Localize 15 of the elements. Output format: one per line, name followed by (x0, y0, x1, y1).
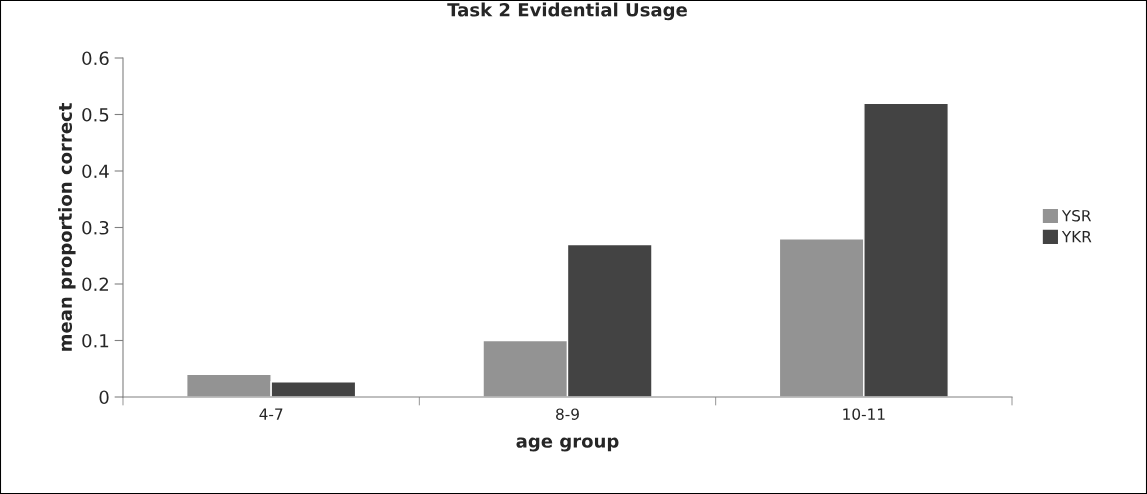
y-tick-label: 0.2 (82, 277, 108, 292)
chart-title: Task 2 Evidential Usage (447, 2, 687, 21)
x-tick-label: 4-7 (259, 408, 283, 420)
y-tick-label: 0.4 (82, 164, 109, 179)
legend-label: YSR (1061, 209, 1092, 222)
x-tick-label: 8-9 (556, 408, 579, 420)
y-tick-label: 0 (99, 390, 109, 405)
legend-label: YKR (1061, 231, 1092, 243)
y-axis-title: mean proportion correct (58, 103, 76, 351)
y-tick-label: 0.5 (82, 107, 109, 122)
y-tick-label: 0.6 (82, 51, 109, 66)
x-axis-title: age group (516, 437, 619, 452)
y-tick-label: 0.3 (82, 220, 109, 235)
y-tick-label: 0.1 (82, 333, 109, 348)
x-tick-label: 10-11 (843, 408, 885, 420)
